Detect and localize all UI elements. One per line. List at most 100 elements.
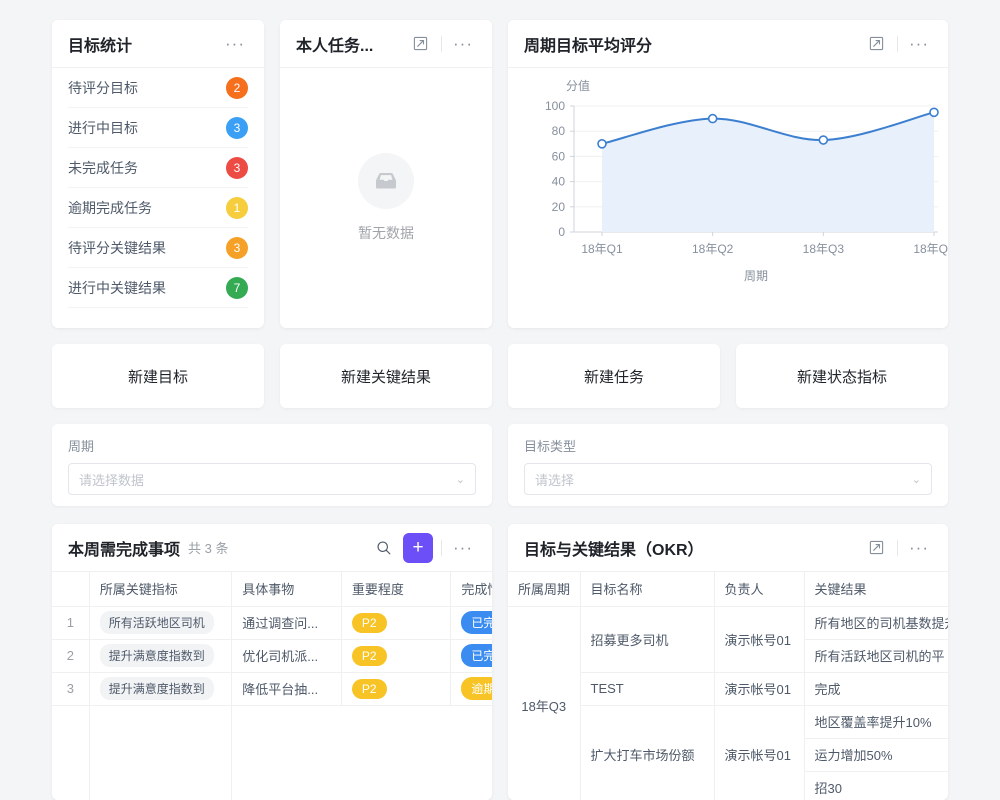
cell-key-result: 运力增加50% bbox=[804, 738, 948, 772]
status-badge: 3 bbox=[226, 156, 248, 179]
column-header-owner: 负责人 bbox=[714, 572, 805, 607]
stat-label: 逾期完成任务 bbox=[68, 199, 152, 216]
add-item-button[interactable]: + bbox=[403, 532, 433, 563]
divider bbox=[441, 539, 442, 556]
column-header-task: 具体事物 bbox=[231, 572, 342, 607]
cell-status: 已完成 bbox=[450, 639, 492, 673]
create-key-result-button[interactable]: 新建关键结果 bbox=[280, 344, 492, 408]
external-link-icon[interactable] bbox=[863, 31, 889, 57]
svg-text:80: 80 bbox=[552, 124, 566, 138]
stat-label: 待评分目标 bbox=[68, 79, 138, 96]
table-row[interactable]: 18年Q3 招募更多司机 演示帐号01 所有地区的司机基数提升 bbox=[508, 606, 948, 800]
svg-text:18年Q4: 18年Q4 bbox=[913, 242, 948, 256]
list-item[interactable]: 进行中关键结果 7 bbox=[68, 268, 248, 308]
svg-text:0: 0 bbox=[558, 225, 565, 239]
external-link-icon[interactable] bbox=[407, 31, 433, 57]
table-row[interactable]: 1 所有活跃地区司机 通过调查问... P2 已完成 bbox=[52, 606, 492, 640]
cell-key-metric: 提升满意度指数到 bbox=[89, 639, 233, 673]
list-item[interactable]: 待评分目标 2 bbox=[68, 68, 248, 108]
table-row[interactable]: 2 提升满意度指数到 优化司机派... P2 已完成 bbox=[52, 639, 492, 673]
more-dots-icon[interactable]: ··· bbox=[909, 33, 929, 53]
cell-key-result: 所有活跃地区司机的平 bbox=[804, 639, 948, 673]
header-actions: ··· bbox=[222, 31, 248, 57]
cell-task: 降低平台抽... bbox=[231, 672, 342, 706]
plus-icon: + bbox=[412, 536, 424, 558]
status-badge: 3 bbox=[226, 116, 248, 139]
period-filter: 周期 请选择数据 ⌄ bbox=[52, 424, 492, 506]
search-icon[interactable] bbox=[371, 535, 397, 561]
page-title: 目标统计 bbox=[68, 37, 133, 55]
table-row[interactable]: 招30 bbox=[508, 771, 948, 800]
table-row[interactable]: 运力增加50% bbox=[508, 738, 948, 772]
chart-plot-area: 分值 0 20 40 60 80 100 18年Q1 18年Q2 18年Q3 18年Q4 周期 bbox=[508, 68, 948, 327]
key-metric-tag: 所有活跃地区司机 bbox=[99, 611, 214, 634]
line-area-chart: 分值 0 20 40 60 80 100 18年Q1 18年Q2 18年Q3 18年Q4 周期 bbox=[545, 78, 948, 283]
column-header-key-result: 关键结果 bbox=[804, 572, 948, 607]
svg-text:20: 20 bbox=[552, 200, 566, 214]
cell-owner: 演示帐号01 bbox=[714, 705, 805, 800]
status-badge: 2 bbox=[226, 76, 248, 99]
divider bbox=[441, 35, 442, 52]
status-badge: 逾期完成 bbox=[461, 677, 492, 700]
header-actions: ··· bbox=[863, 31, 932, 57]
table-row[interactable]: 3 提升满意度指数到 降低平台抽... P2 逾期完成 bbox=[52, 672, 492, 706]
create-task-button[interactable]: 新建任务 bbox=[508, 344, 720, 408]
row-index: 2 bbox=[52, 639, 90, 673]
header-actions: ··· bbox=[863, 535, 932, 561]
stat-label: 待评分关键结果 bbox=[68, 239, 166, 256]
goal-type-filter: 目标类型 请选择 ⌄ bbox=[508, 424, 948, 506]
cell-key-metric: 提升满意度指数到 bbox=[89, 672, 233, 706]
goal-statistics-card: 目标统计 ··· 待评分目标 2 进行中目标 3 未完成任务 3 逾期完成任务 … bbox=[52, 20, 264, 328]
svg-text:40: 40 bbox=[552, 175, 566, 189]
card-header: 本周需完成事项 共 3 条 + ··· bbox=[52, 524, 492, 572]
priority-badge: P2 bbox=[351, 645, 387, 666]
column-header-index bbox=[52, 572, 90, 607]
table-header-row: 所属周期 目标名称 负责人 关键结果 bbox=[508, 572, 948, 607]
okr-card: 目标与关键结果（OKR） ··· 所属周期 目标名称 负责人 bbox=[508, 524, 948, 800]
cell-status: 已完成 bbox=[450, 606, 492, 640]
key-metric-tag: 提升满意度指数到 bbox=[99, 644, 214, 667]
cell-task: 优化司机派... bbox=[231, 639, 342, 673]
card-header: 周期目标平均评分 ··· bbox=[508, 20, 948, 68]
more-dots-icon[interactable]: ··· bbox=[453, 33, 473, 53]
cell-owner: 演示帐号01 bbox=[714, 606, 805, 673]
list-item[interactable]: 待评分关键结果 3 bbox=[68, 228, 248, 268]
cell-owner: 演示帐号01 bbox=[714, 672, 805, 706]
cell-key-metric: 所有活跃地区司机 bbox=[89, 606, 233, 640]
external-link-icon[interactable] bbox=[863, 535, 889, 561]
svg-text:100: 100 bbox=[545, 99, 565, 113]
create-status-metric-button[interactable]: 新建状态指标 bbox=[736, 344, 948, 408]
stat-label: 进行中关键结果 bbox=[68, 279, 166, 296]
create-objective-button[interactable]: 新建目标 bbox=[52, 344, 264, 408]
filler-cell bbox=[89, 705, 233, 800]
table-header-row: 所属关键指标 具体事物 重要程度 完成情况 bbox=[52, 572, 492, 607]
table-row[interactable]: TEST 演示帐号01 完成 bbox=[508, 672, 948, 706]
svg-text:60: 60 bbox=[552, 149, 566, 163]
more-dots-icon[interactable]: ··· bbox=[453, 537, 473, 557]
more-dots-icon[interactable]: ··· bbox=[909, 537, 929, 557]
key-metric-tag: 提升满意度指数到 bbox=[99, 677, 214, 700]
weekly-todo-table: 所属关键指标 具体事物 重要程度 完成情况 1 所有活跃地区司机 通过调查问..… bbox=[52, 572, 492, 800]
filler-cell bbox=[52, 705, 90, 800]
table-filler-row bbox=[52, 705, 492, 800]
cell-objective: 招募更多司机 bbox=[580, 606, 715, 673]
list-item[interactable]: 未完成任务 3 bbox=[68, 148, 248, 188]
table-row[interactable]: 所有活跃地区司机的平 bbox=[508, 639, 948, 673]
column-header-priority: 重要程度 bbox=[341, 572, 452, 607]
more-dots-icon[interactable]: ··· bbox=[225, 33, 245, 53]
header-actions: ··· bbox=[407, 31, 476, 57]
empty-state: 暂无数据 bbox=[280, 68, 492, 327]
cell-key-result: 招30 bbox=[804, 771, 948, 800]
card-header: 目标与关键结果（OKR） ··· bbox=[508, 524, 948, 572]
svg-text:周期: 周期 bbox=[744, 269, 768, 283]
table-row[interactable]: 扩大打车市场份额 演示帐号01 地区覆盖率提升10% bbox=[508, 705, 948, 800]
list-item[interactable]: 进行中目标 3 bbox=[68, 108, 248, 148]
cell-key-result: 完成 bbox=[804, 672, 948, 706]
row-index: 3 bbox=[52, 672, 90, 706]
list-item[interactable]: 逾期完成任务 1 bbox=[68, 188, 248, 228]
period-select[interactable]: 请选择数据 ⌄ bbox=[68, 463, 476, 495]
cell-objective: 扩大打车市场份额 bbox=[580, 705, 715, 800]
goal-type-select[interactable]: 请选择 ⌄ bbox=[524, 463, 932, 495]
column-header-objective: 目标名称 bbox=[580, 572, 715, 607]
status-badge: 1 bbox=[226, 196, 248, 219]
